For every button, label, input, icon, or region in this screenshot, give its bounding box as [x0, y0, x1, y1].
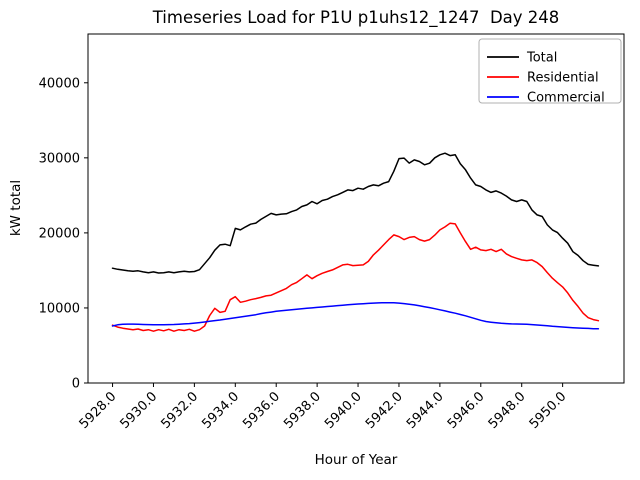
x-tick-label: 5948.0	[486, 389, 529, 432]
x-axis-label: Hour of Year	[314, 452, 398, 468]
y-tick-label: 30000	[39, 151, 80, 166]
y-tick-label: 20000	[39, 226, 80, 241]
y-axis-label: kW total	[8, 179, 24, 237]
y-tick-label: 0	[72, 377, 80, 392]
y-tick-label: 10000	[39, 301, 80, 316]
x-tick-label: 5944.0	[404, 389, 447, 432]
x-tick-label: 5942.0	[363, 389, 406, 432]
series-line-total	[111, 152, 600, 274]
x-tick-label: 5928.0	[77, 389, 120, 432]
legend-label-commercial: Commercial	[527, 91, 605, 106]
legend-label-total: Total	[526, 51, 557, 66]
y-tick-label: 40000	[39, 76, 80, 91]
x-tick-label: 5938.0	[281, 389, 324, 432]
series-line-commercial	[111, 301, 600, 330]
x-tick-label: 5946.0	[445, 389, 488, 432]
plot-border	[87, 33, 625, 384]
legend-label-residential: Residential	[527, 71, 599, 86]
x-tick-label: 5934.0	[199, 389, 242, 432]
chart-title: Timeseries Load for P1U p1uhs12_1247 Day…	[152, 8, 560, 27]
legend-box	[478, 38, 622, 104]
x-tick-label: 5950.0	[527, 389, 570, 432]
x-tick-label: 5940.0	[322, 389, 365, 432]
series-line-residential	[111, 222, 600, 332]
x-tick-label: 5930.0	[118, 389, 161, 432]
x-tick-label: 5936.0	[240, 389, 283, 432]
x-tick-label: 5932.0	[158, 389, 201, 432]
